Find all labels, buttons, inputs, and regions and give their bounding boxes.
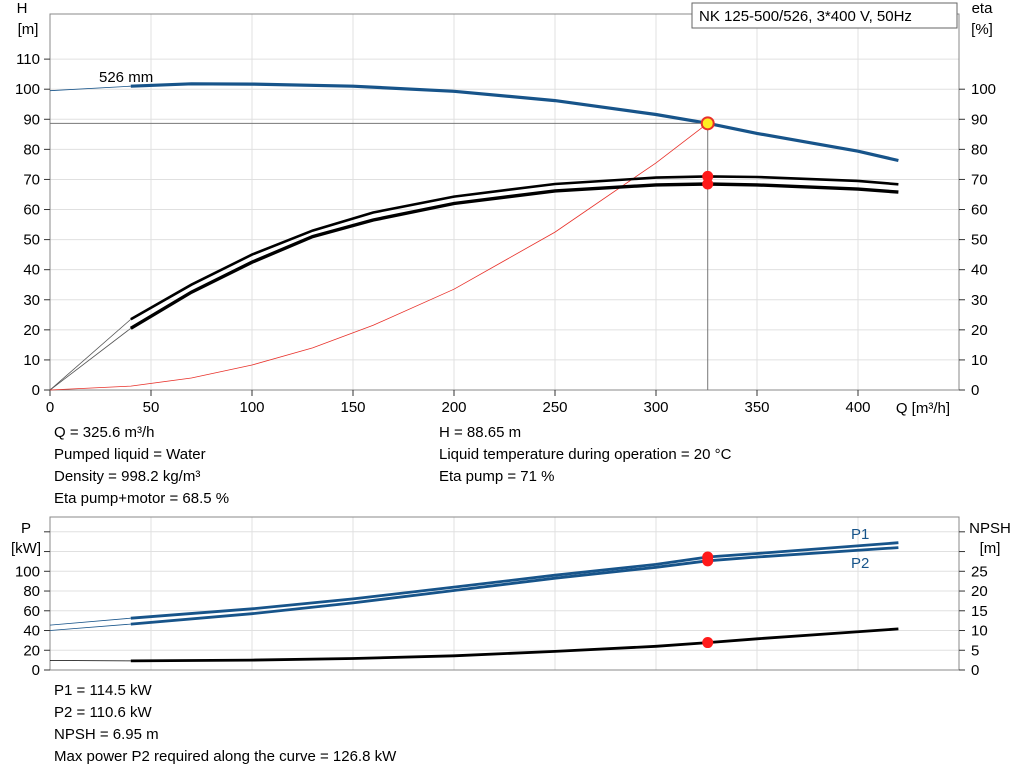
chart-title-box (691, 2, 958, 29)
power-axis-unit: [kW] (11, 540, 41, 557)
power-axis-label: P (21, 520, 31, 537)
npsh-tick-label: 20 (971, 583, 988, 600)
head-tick-label: 100 (15, 81, 40, 98)
top-chart-frame (49, 13, 960, 391)
head-tick-label: 80 (23, 141, 40, 158)
duty-point (700, 116, 715, 131)
npsh-tick-label: 0 (971, 662, 979, 679)
liquid-temperature: Liquid temperature during operation = 20… (439, 446, 732, 463)
p2-curve-extension (49, 623, 131, 631)
npsh-tick-label: 25 (971, 563, 988, 580)
info-left-block: Q = 325.6 m³/h Pumped liquid = Water Den… (54, 422, 229, 510)
power-tick-label: 100 (15, 563, 40, 580)
info-bottom-block: P1 = 114.5 kW P2 = 110.6 kW NPSH = 6.95 … (54, 680, 396, 768)
eta_pump-curve-extension (49, 318, 132, 391)
head-curve-extension (49, 85, 131, 92)
p2-series-label: P2 (851, 555, 869, 572)
head-tick-label: 40 (23, 262, 40, 279)
x-tick-label: 150 (340, 399, 365, 416)
x-tick-label: 100 (239, 399, 264, 416)
impeller-diameter-label: 526 mm (99, 69, 153, 86)
npsh-value: NPSH = 6.95 m (54, 726, 159, 743)
pumped-liquid: Pumped liquid = Water (54, 446, 206, 463)
head-tick-label: 70 (23, 171, 40, 188)
p1-series-label: P1 (851, 526, 869, 543)
max-p2-value: Max power P2 required along the curve = … (54, 748, 397, 765)
eta-tick-label: 90 (971, 111, 988, 128)
power-tick-label: 40 (23, 623, 40, 640)
system-curve (49, 122, 708, 391)
head-value: H = 88.65 m (439, 424, 522, 441)
npsh-tick-label: 15 (971, 603, 988, 620)
eta-tick-label: 10 (971, 352, 988, 369)
head-tick-label: 90 (23, 111, 40, 128)
npsh-tick-label: 5 (971, 642, 979, 659)
eta_total-curve-extension (49, 327, 132, 391)
info-right-block: H = 88.65 m Liquid temperature during op… (439, 422, 731, 488)
x-tick-label: 250 (542, 399, 567, 416)
power-tick-label: 0 (32, 662, 40, 679)
head-axis-unit: [m] (18, 21, 39, 38)
p2-point (702, 555, 714, 567)
p1-value: P1 = 114.5 kW (54, 682, 152, 699)
x-tick-label: 0 (46, 399, 54, 416)
power-tick-label: 60 (23, 603, 40, 620)
head-tick-label: 110 (16, 51, 40, 68)
x-tick-label: 300 (643, 399, 668, 416)
flow-axis-label: Q [m³/h] (896, 400, 950, 417)
x-tick-label: 400 (845, 399, 870, 416)
power-tick-label: 80 (23, 583, 40, 600)
head-tick-label: 50 (23, 232, 40, 249)
head-axis-label: H (17, 0, 28, 17)
x-tick-label: 200 (441, 399, 466, 416)
eta-pump-point (702, 170, 714, 182)
npsh-tick-label: 10 (971, 623, 988, 640)
top-chart-grid (49, 14, 959, 391)
head-tick-label: 60 (23, 202, 40, 219)
head-tick-label: 10 (23, 352, 40, 369)
head-tick-label: 30 (23, 292, 40, 309)
eta-tick-label: 30 (971, 292, 988, 309)
eta-total-point (702, 178, 714, 190)
x-tick-label: 50 (143, 399, 160, 416)
eta-tick-label: 40 (971, 262, 988, 279)
npsh-axis-unit: [m] (980, 540, 1001, 557)
npsh-curve (130, 627, 899, 663)
head-tick-label: 20 (23, 322, 40, 339)
eta-tick-label: 0 (971, 382, 979, 399)
p1-curve-extension (49, 617, 131, 626)
flow-value: Q = 325.6 m³/h (54, 424, 155, 441)
npsh-point (702, 637, 714, 649)
head-curve (130, 82, 899, 163)
p1-curve (130, 541, 899, 620)
eta-tick-label: 20 (971, 322, 988, 339)
eta-tick-label: 80 (971, 141, 988, 158)
density-value: Density = 998.2 kg/m³ (54, 468, 201, 485)
eta-axis-unit: [%] (971, 21, 993, 38)
bottom-chart-frame (49, 516, 960, 671)
eta-pump-value: Eta pump = 71 % (439, 468, 555, 485)
power-tick-label: 20 (23, 642, 40, 659)
eta-tick-label: 60 (971, 202, 988, 219)
head-tick-label: 0 (32, 382, 40, 399)
eta-total-curve (129, 182, 899, 330)
eta-axis-label: eta (972, 0, 994, 17)
eta-tick-label: 70 (971, 171, 988, 188)
npsh-axis-label: NPSH (969, 520, 1011, 537)
x-tick-label: 350 (744, 399, 769, 416)
eta-pump-curve (130, 175, 899, 321)
eta-tick-label: 50 (971, 232, 988, 249)
eta-tick-label: 100 (971, 81, 996, 98)
p2-value: P2 = 110.6 kW (54, 704, 152, 721)
bottom-chart-grid (49, 517, 959, 671)
eta-total-value: Eta pump+motor = 68.5 % (54, 490, 230, 507)
chart-title: NK 125-500/526, 3*400 V, 50Hz (699, 8, 912, 25)
p2-curve (130, 546, 899, 626)
